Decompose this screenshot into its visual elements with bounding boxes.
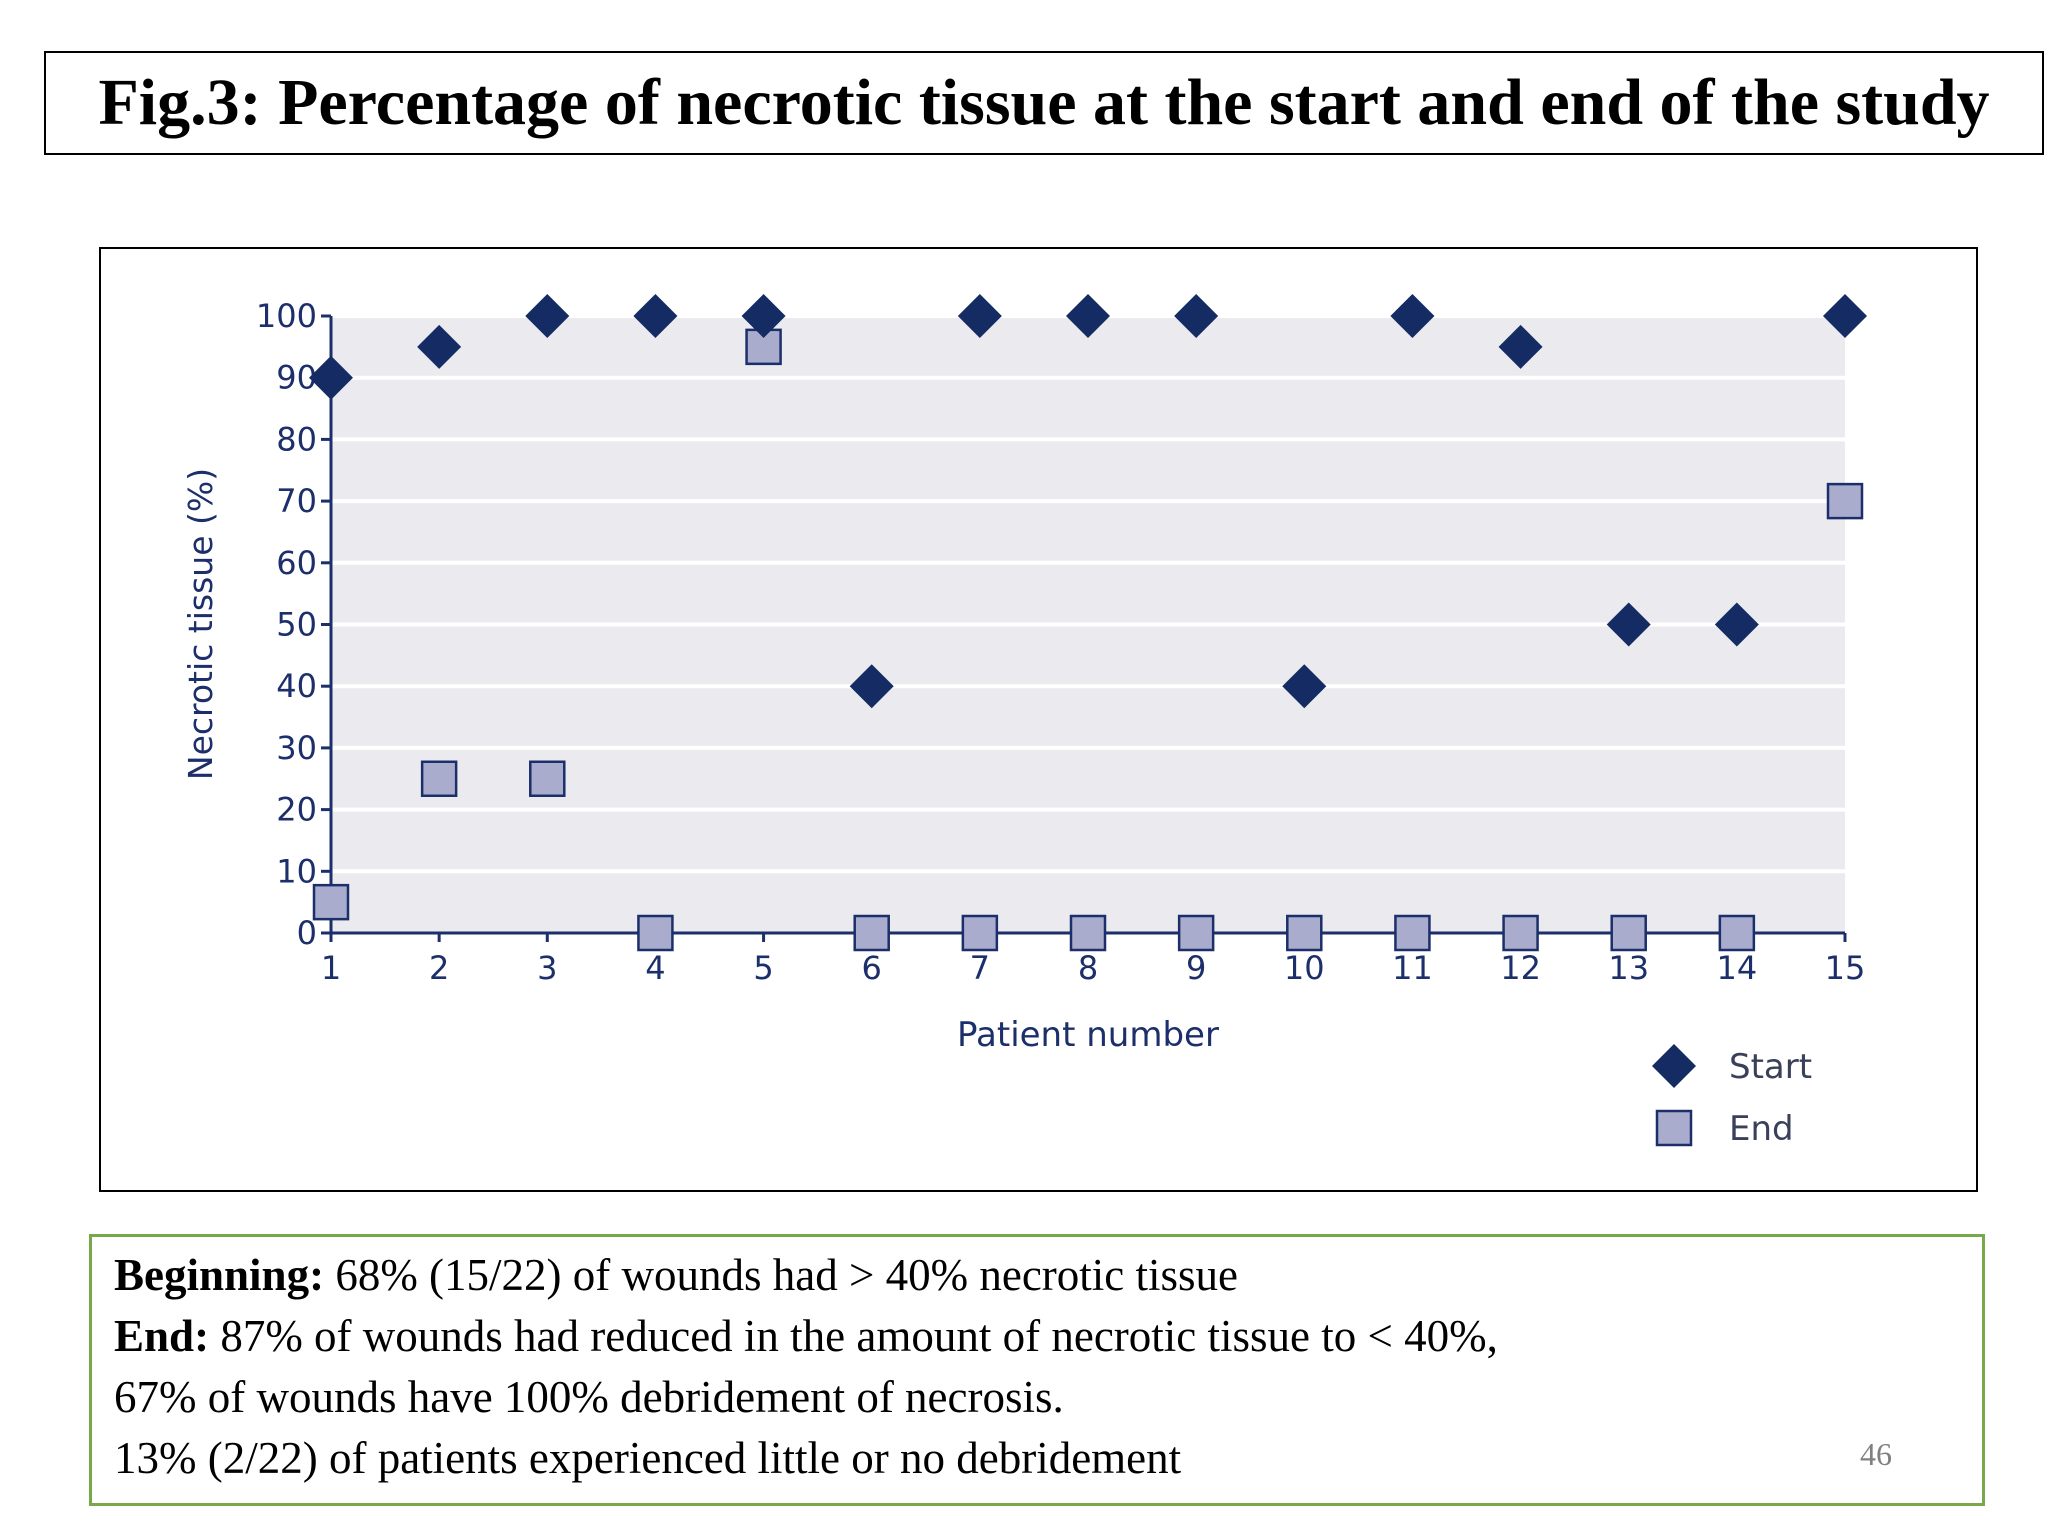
summary-line-debridement: 67% of wounds have 100% debridement of n… (114, 1372, 1064, 1422)
start-point-1 (309, 355, 353, 400)
y-axis-label: Necrotic tissue (%) (181, 468, 220, 780)
start-point-8 (1066, 294, 1110, 338)
x-tick-label-15: 15 (1825, 949, 1866, 987)
summary-text-end: 87% of wounds had reduced in the amount … (209, 1311, 1498, 1361)
end-point-4 (637, 914, 674, 952)
summary-text-beginning: 68% (15/22) of wounds had > 40% necrotic… (324, 1250, 1239, 1300)
end-point-1 (312, 883, 350, 921)
start-point-2 (417, 324, 462, 369)
end-point-10 (1286, 914, 1323, 952)
start-point-14 (1714, 602, 1759, 647)
end-point-14 (1718, 914, 1756, 952)
y-tick-label-10: 10 (276, 852, 317, 890)
y-tick-label-80: 80 (276, 420, 317, 458)
x-tick-label-8: 8 (1078, 949, 1098, 987)
end-point-3 (529, 760, 566, 797)
y-tick-label-60: 60 (276, 544, 317, 582)
end-point-7 (961, 914, 999, 952)
start-point-7 (957, 294, 1002, 338)
start-point-12 (1498, 324, 1543, 369)
y-tick-label-20: 20 (276, 791, 317, 829)
y-tick-label-70: 70 (276, 482, 317, 520)
summary-label-end: End: (114, 1311, 210, 1361)
y-tick-label-40: 40 (276, 667, 317, 705)
legend-marker-start (1652, 1044, 1696, 1088)
start-point-13 (1606, 602, 1651, 647)
x-tick-label-2: 2 (429, 949, 449, 987)
start-point-9 (1174, 294, 1219, 338)
legend-marker-end (1655, 1109, 1693, 1147)
end-point-8 (1069, 914, 1107, 952)
start-point-6 (849, 664, 894, 709)
end-point-9 (1177, 914, 1215, 952)
x-tick-label-6: 6 (862, 949, 882, 987)
end-point-15 (1826, 482, 1864, 520)
x-tick-label-12: 12 (1500, 949, 1541, 987)
y-tick-label-30: 30 (276, 729, 317, 767)
start-point-5 (741, 294, 786, 338)
end-point-13 (1610, 914, 1647, 952)
end-point-6 (853, 914, 890, 952)
x-tick-label-1: 1 (321, 949, 341, 987)
summary-line-end: End: 87% of wounds had reduced in the am… (114, 1306, 1982, 1367)
start-point-10 (1282, 664, 1327, 709)
x-tick-label-9: 9 (1186, 949, 1206, 987)
x-tick-label-5: 5 (753, 949, 773, 987)
legend-label-end: End (1729, 1109, 1794, 1149)
y-tick-label-100: 100 (256, 297, 317, 335)
x-tick-label-10: 10 (1284, 949, 1325, 987)
y-tick-label-50: 50 (276, 606, 317, 644)
figure-title: Fig.3: Percentage of necrotic tissue at … (44, 51, 2044, 155)
start-point-11 (1390, 294, 1435, 338)
x-tick-label-13: 13 (1608, 949, 1649, 987)
summary-line-little-debridement: 13% (2/22) of patients experienced littl… (114, 1433, 1182, 1483)
summary-line-beginning: Beginning: 68% (15/22) of wounds had > 4… (114, 1245, 1982, 1306)
legend-label-start: Start (1729, 1047, 1812, 1087)
x-tick-label-4: 4 (645, 949, 665, 987)
start-point-15 (1823, 294, 1867, 338)
x-tick-label-7: 7 (970, 949, 990, 987)
x-axis-label: Patient number (957, 1015, 1219, 1055)
x-tick-label-3: 3 (537, 949, 557, 987)
start-point-4 (633, 294, 678, 338)
x-tick-label-14: 14 (1716, 949, 1757, 987)
page-number: 46 (1860, 1436, 1892, 1472)
chart-frame: 0 10 20 30 40 50 60 70 80 90 100 1 2 3 4 5 6 7 8 9 10 11 12 13 1… (99, 247, 1978, 1192)
x-tick-label-11: 11 (1392, 949, 1433, 987)
summary-box: Beginning: 68% (15/22) of wounds had > 4… (89, 1234, 1985, 1506)
start-point-3 (525, 294, 570, 338)
end-point-12 (1502, 914, 1539, 952)
y-tick-label-0: 0 (297, 914, 317, 952)
summary-label-beginning: Beginning: (114, 1250, 325, 1300)
end-point-2 (420, 760, 458, 797)
end-point-11 (1394, 914, 1431, 952)
